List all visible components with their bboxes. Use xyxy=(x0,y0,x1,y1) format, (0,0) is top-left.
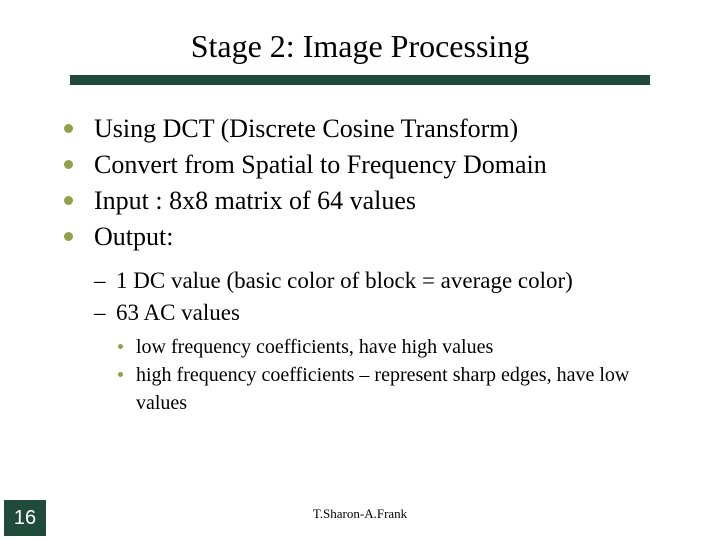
bullet-text: Using DCT (Discrete Cosine Transform) xyxy=(94,114,518,143)
title-area: Stage 2: Image Processing xyxy=(0,0,720,85)
sub-bullet-text: 63 AC values xyxy=(116,300,240,325)
bullet-text: Input : 8x8 matrix of 64 values xyxy=(94,186,416,215)
slide: Stage 2: Image Processing Using DCT (Dis… xyxy=(0,0,720,540)
sub-bullet-item: 63 AC values xyxy=(94,297,682,329)
bullet-item: Using DCT (Discrete Cosine Transform) xyxy=(60,111,682,147)
sub-bullet-text: 1 DC value (basic color of block = avera… xyxy=(116,268,573,293)
page-number-box: 16 xyxy=(4,500,46,536)
bullet-item: Convert from Spatial to Frequency Domain xyxy=(60,147,682,183)
subsub-bullet-text: high frequency coefficients – represent … xyxy=(136,364,629,414)
bullet-item: Input : 8x8 matrix of 64 values xyxy=(60,183,682,219)
sub-bullet-item: 1 DC value (basic color of block = avera… xyxy=(94,265,682,297)
bullet-item: Output: xyxy=(60,219,682,255)
subsub-bullet-list: low frequency coefficients, have high va… xyxy=(118,333,682,417)
subsub-bullet-item: low frequency coefficients, have high va… xyxy=(118,333,682,361)
title-underline xyxy=(70,75,650,85)
bullet-list: Using DCT (Discrete Cosine Transform) Co… xyxy=(60,111,682,255)
bullet-text: Convert from Spatial to Frequency Domain xyxy=(94,150,547,179)
footer-text: T.Sharon-A.Frank xyxy=(0,506,720,522)
slide-title: Stage 2: Image Processing xyxy=(0,28,720,65)
sub-bullet-list: 1 DC value (basic color of block = avera… xyxy=(94,265,682,329)
subsub-bullet-item: high frequency coefficients – represent … xyxy=(118,361,682,417)
subsub-bullet-text: low frequency coefficients, have high va… xyxy=(136,336,493,358)
content-area: Using DCT (Discrete Cosine Transform) Co… xyxy=(0,85,720,417)
page-number: 16 xyxy=(14,507,36,530)
bullet-text: Output: xyxy=(94,222,173,251)
